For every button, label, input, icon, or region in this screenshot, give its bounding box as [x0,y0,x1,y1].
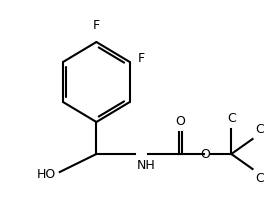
Text: O: O [175,115,185,128]
Text: HO: HO [37,167,56,181]
Text: C: C [256,172,264,185]
Text: C: C [227,112,236,125]
Text: O: O [200,147,210,161]
Text: NH: NH [137,159,155,172]
Text: F: F [93,19,100,32]
Text: F: F [138,52,145,64]
Text: C: C [256,123,264,136]
